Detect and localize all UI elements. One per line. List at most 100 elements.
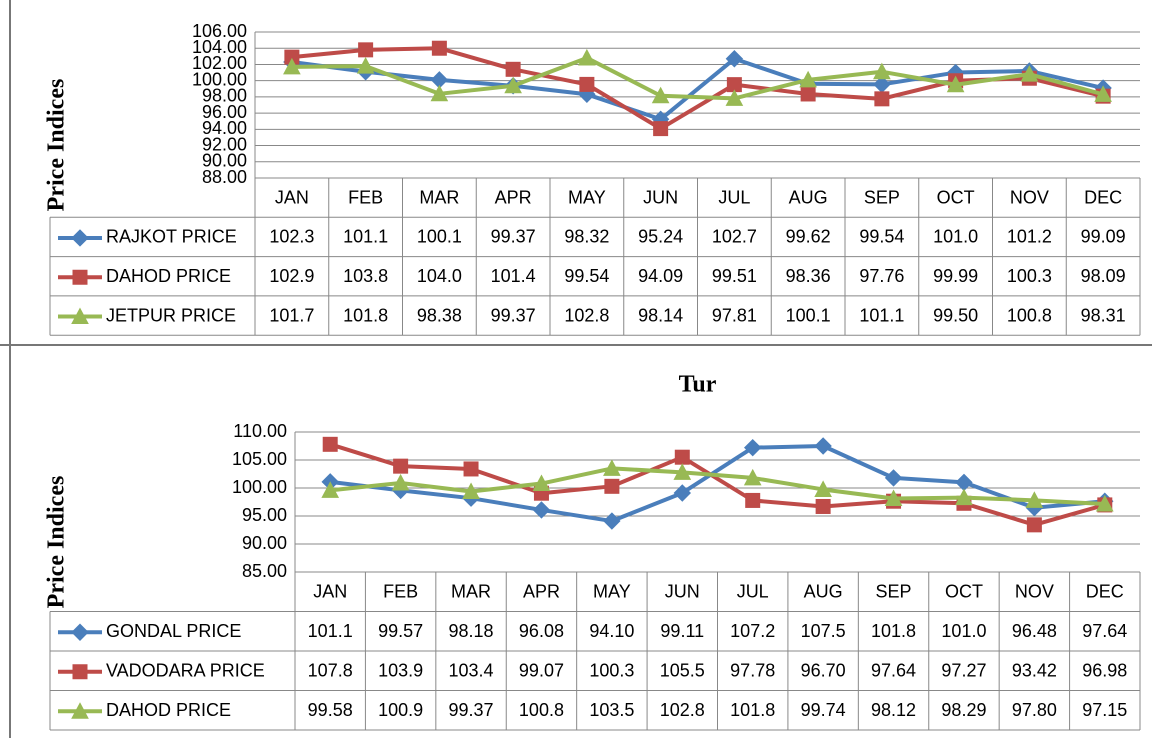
data-point xyxy=(505,61,521,77)
table-value: 96.48 xyxy=(1012,621,1057,641)
x-tick-label: OCT xyxy=(945,582,983,602)
data-point xyxy=(653,121,669,137)
data-point xyxy=(1025,491,1044,508)
x-tick-label: MAY xyxy=(593,582,631,602)
x-tick-label: MAY xyxy=(568,187,606,207)
table-value: 98.14 xyxy=(638,305,683,325)
x-tick-label: FEB xyxy=(383,582,418,602)
data-point xyxy=(873,62,891,80)
table-value: 93.42 xyxy=(1012,661,1057,681)
data-point xyxy=(356,57,375,74)
data-point xyxy=(430,84,449,102)
table-value: 99.50 xyxy=(933,305,978,325)
table-value: 97.64 xyxy=(871,661,916,681)
table-value: 98.38 xyxy=(417,305,462,325)
data-point xyxy=(532,501,551,519)
table-value: 99.09 xyxy=(1081,227,1126,247)
data-point xyxy=(431,40,447,56)
x-tick-label: JAN xyxy=(275,187,309,207)
x-tick-label: FEB xyxy=(348,187,383,207)
table-value: 99.58 xyxy=(308,700,353,720)
table-value: 102.8 xyxy=(660,700,705,720)
data-point xyxy=(504,76,522,94)
table-value: 95.24 xyxy=(638,227,683,247)
x-tick-label: NOV xyxy=(1015,582,1054,602)
table-value: 101.0 xyxy=(933,227,978,247)
y-tick-label: 85.00 xyxy=(242,561,287,581)
data-point xyxy=(884,489,903,507)
table-value: 102.8 xyxy=(564,305,609,325)
data-point xyxy=(673,484,691,502)
table-value: 99.99 xyxy=(933,266,978,286)
table-value: 97.64 xyxy=(1082,621,1127,641)
table-value: 100.1 xyxy=(786,305,831,325)
data-point xyxy=(814,437,832,455)
x-tick-label: APR xyxy=(495,187,532,207)
legend-label: DAHOD PRICE xyxy=(106,266,231,286)
data-point xyxy=(358,42,374,58)
chart-title: Tur xyxy=(679,372,717,398)
y-tick-label: 95.00 xyxy=(242,505,287,525)
data-point xyxy=(603,459,621,476)
legend-marker xyxy=(71,229,89,247)
legend-label: JETPUR PRICE xyxy=(106,305,236,325)
y-tick-label: 100.00 xyxy=(192,69,247,89)
legend-marker xyxy=(71,702,89,719)
legend-label: RAJKOT PRICE xyxy=(106,227,237,247)
table-value: 103.8 xyxy=(343,266,388,286)
series-line xyxy=(291,55,1104,101)
data-point xyxy=(603,512,621,530)
data-point xyxy=(604,478,620,494)
table-value: 101.4 xyxy=(491,266,536,286)
table-value: 107.5 xyxy=(801,621,846,641)
data-point xyxy=(745,492,761,508)
series-line xyxy=(329,466,1105,506)
data-point xyxy=(322,436,338,452)
data-point xyxy=(874,91,890,107)
table-value: 105.5 xyxy=(660,661,705,681)
table-value: 96.70 xyxy=(801,661,846,681)
x-tick-label: SEP xyxy=(864,187,900,207)
table-value: 101.8 xyxy=(871,621,916,641)
table-value: 103.9 xyxy=(378,661,423,681)
legend-label: GONDAL PRICE xyxy=(106,621,241,641)
x-tick-label: AUG xyxy=(804,582,843,602)
table-value: 101.1 xyxy=(308,621,353,641)
data-point xyxy=(1020,65,1039,82)
data-point xyxy=(1094,85,1112,102)
table-value: 103.5 xyxy=(589,700,634,720)
table-value: 102.7 xyxy=(712,227,757,247)
table-value: 94.09 xyxy=(638,266,683,286)
table-value: 99.54 xyxy=(859,227,904,247)
table-value: 99.37 xyxy=(491,227,536,247)
x-tick-label: JUN xyxy=(643,187,678,207)
table-value: 94.10 xyxy=(589,621,634,641)
x-tick-label: APR xyxy=(523,582,560,602)
data-point xyxy=(391,473,410,491)
y-tick-label: 98.00 xyxy=(202,86,247,106)
table-value: 101.7 xyxy=(269,305,314,325)
legend-label: VADODARA PRICE xyxy=(106,661,265,681)
data-point xyxy=(673,463,692,480)
table-value: 101.8 xyxy=(343,305,388,325)
table-value: 100.8 xyxy=(519,700,564,720)
data-point xyxy=(725,89,744,106)
table-value: 99.57 xyxy=(378,621,423,641)
data-point xyxy=(743,468,762,486)
table-value: 99.54 xyxy=(564,266,609,286)
table-value: 102.3 xyxy=(269,227,314,247)
legend-marker xyxy=(72,269,88,285)
x-tick-label: OCT xyxy=(937,187,975,207)
table-value: 101.8 xyxy=(730,700,775,720)
data-point xyxy=(884,469,903,487)
y-tick-label: 102.00 xyxy=(192,53,247,73)
table-value: 98.29 xyxy=(941,700,986,720)
data-point xyxy=(283,57,301,75)
table-value: 97.80 xyxy=(1012,700,1057,720)
data-point xyxy=(463,461,479,477)
x-tick-label: NOV xyxy=(1010,187,1049,207)
table-value: 98.09 xyxy=(1081,266,1126,286)
y-tick-label: 92.00 xyxy=(202,134,247,154)
y-tick-label: 94.00 xyxy=(202,118,247,138)
table-value: 98.12 xyxy=(871,700,916,720)
